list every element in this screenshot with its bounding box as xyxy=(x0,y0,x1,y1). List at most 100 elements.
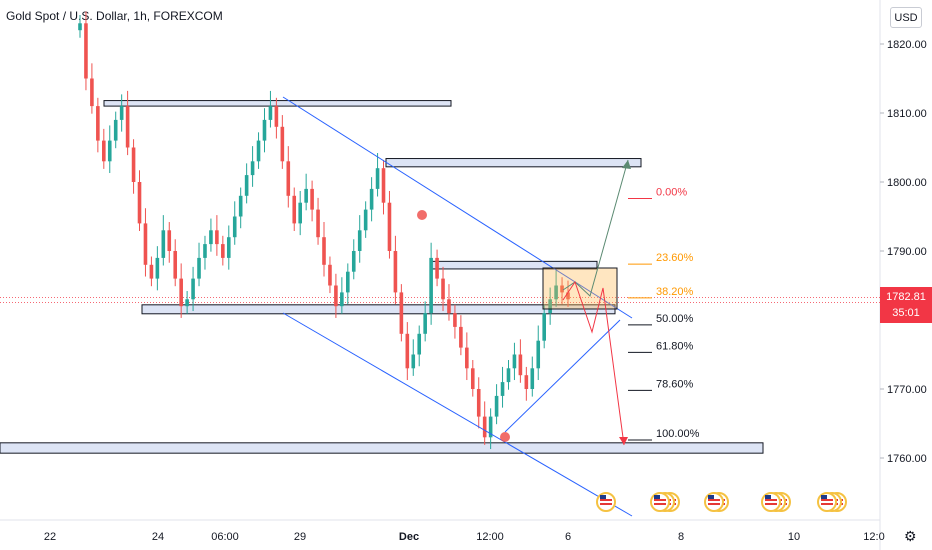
candle-body xyxy=(215,230,219,245)
flag-canton xyxy=(708,495,714,499)
candle-body xyxy=(84,23,88,79)
candle-body xyxy=(316,209,320,238)
y-tick-label: 1820.00 xyxy=(887,39,927,51)
gear-icon[interactable]: ⚙ xyxy=(904,528,917,544)
candle-body xyxy=(482,416,487,438)
candle-body xyxy=(197,257,201,279)
x-tick-label: 24 xyxy=(152,531,164,543)
candle-body xyxy=(131,147,136,182)
candle-body xyxy=(470,368,475,389)
candles-layer xyxy=(78,11,570,450)
x-tick-label: 12:00 xyxy=(476,531,504,543)
fib-level-label: 78.60% xyxy=(656,378,694,390)
candle-body xyxy=(476,389,481,417)
x-tick-label: 12:0 xyxy=(863,531,884,543)
x-tick-label: Dec xyxy=(399,531,419,543)
x-tick-label: 6 xyxy=(565,531,571,543)
candle-body xyxy=(250,161,255,176)
y-tick-label: 1810.00 xyxy=(887,108,927,120)
candle-body xyxy=(286,161,291,196)
flag-canton xyxy=(821,495,827,499)
candle-body xyxy=(423,313,427,334)
candle-body xyxy=(149,264,154,279)
candle-body xyxy=(268,106,273,120)
candle-body xyxy=(393,251,398,293)
candle-body xyxy=(387,202,392,251)
flag-stripe xyxy=(765,503,777,505)
flag-canton xyxy=(654,495,660,499)
us-flag-event-icon xyxy=(761,492,781,512)
support-resistance-zone xyxy=(385,158,642,168)
y-tick-label: 1770.00 xyxy=(887,384,927,396)
candle-body xyxy=(351,251,356,272)
y-tick-label: 1790.00 xyxy=(887,246,927,258)
candle-body xyxy=(256,140,261,162)
x-tick-label: 10 xyxy=(788,531,800,543)
candle-body xyxy=(375,168,380,189)
candle-body xyxy=(453,313,457,327)
candle-body xyxy=(113,119,118,141)
currency-button[interactable]: USD xyxy=(890,7,922,28)
flag-stripe xyxy=(600,499,612,501)
zones-layer xyxy=(0,100,764,454)
candle-body xyxy=(417,333,422,355)
fib-level-label: 23.60% xyxy=(656,252,694,264)
candle-body xyxy=(560,285,564,293)
candle-body xyxy=(78,23,82,31)
flag-stripe xyxy=(765,499,777,501)
candle-body xyxy=(429,257,433,314)
candle-body xyxy=(221,244,225,258)
candle-body xyxy=(137,182,142,224)
candle-body xyxy=(226,237,231,258)
candle-body xyxy=(280,126,285,162)
bar-countdown: 35:01 xyxy=(892,307,920,319)
y-tick-label: 1800.00 xyxy=(887,177,927,189)
candle-body xyxy=(179,278,183,307)
x-tick-label: 22 xyxy=(44,531,56,543)
flag-canton xyxy=(600,495,606,499)
candle-body xyxy=(191,278,195,300)
channel-upper-line xyxy=(282,96,633,319)
candle-body xyxy=(411,354,416,369)
candle-body xyxy=(518,354,523,376)
fib-layer: 0.00% 23.60% 38.20% 50.00% 61.80% 78.60% 100.0… xyxy=(628,187,700,441)
candle-body xyxy=(447,299,451,314)
flag-stripe xyxy=(600,503,612,505)
candle-body xyxy=(512,354,517,369)
x-tick-label: 29 xyxy=(294,531,306,543)
candle-body xyxy=(125,106,130,148)
candle-body xyxy=(494,395,499,417)
candle-body xyxy=(340,292,344,307)
candle-body xyxy=(90,78,94,107)
drawings-layer xyxy=(282,96,633,517)
candle-body xyxy=(435,257,439,279)
candle-body xyxy=(465,347,469,369)
candle-body xyxy=(566,292,570,300)
fib-level-label: 100.00% xyxy=(656,428,700,440)
fib-level-label: 0.00% xyxy=(656,187,687,199)
candle-body xyxy=(506,368,511,383)
candle-body xyxy=(441,278,445,300)
candle-body xyxy=(381,168,386,203)
candle-body xyxy=(554,285,558,300)
candle-body xyxy=(167,230,172,251)
current-price-tag: 1782.81 35:01 xyxy=(880,287,932,323)
candle-body xyxy=(488,416,493,438)
low-marker xyxy=(500,432,510,442)
candle-body xyxy=(530,368,535,389)
y-tick-label: 1760.00 xyxy=(887,453,927,465)
current-price-label: 1782.81 xyxy=(886,291,926,303)
bearish-projection-path xyxy=(562,280,625,446)
candle-body xyxy=(107,140,112,162)
candle-body xyxy=(238,195,243,217)
events-layer xyxy=(596,492,847,512)
candle-body xyxy=(244,175,249,196)
candle-body xyxy=(155,257,160,279)
candle-body xyxy=(334,285,338,307)
candle-body xyxy=(363,209,368,231)
bullish-projection-path xyxy=(562,159,629,297)
candle-body xyxy=(232,216,237,238)
fib-level-label: 38.20% xyxy=(656,286,694,298)
